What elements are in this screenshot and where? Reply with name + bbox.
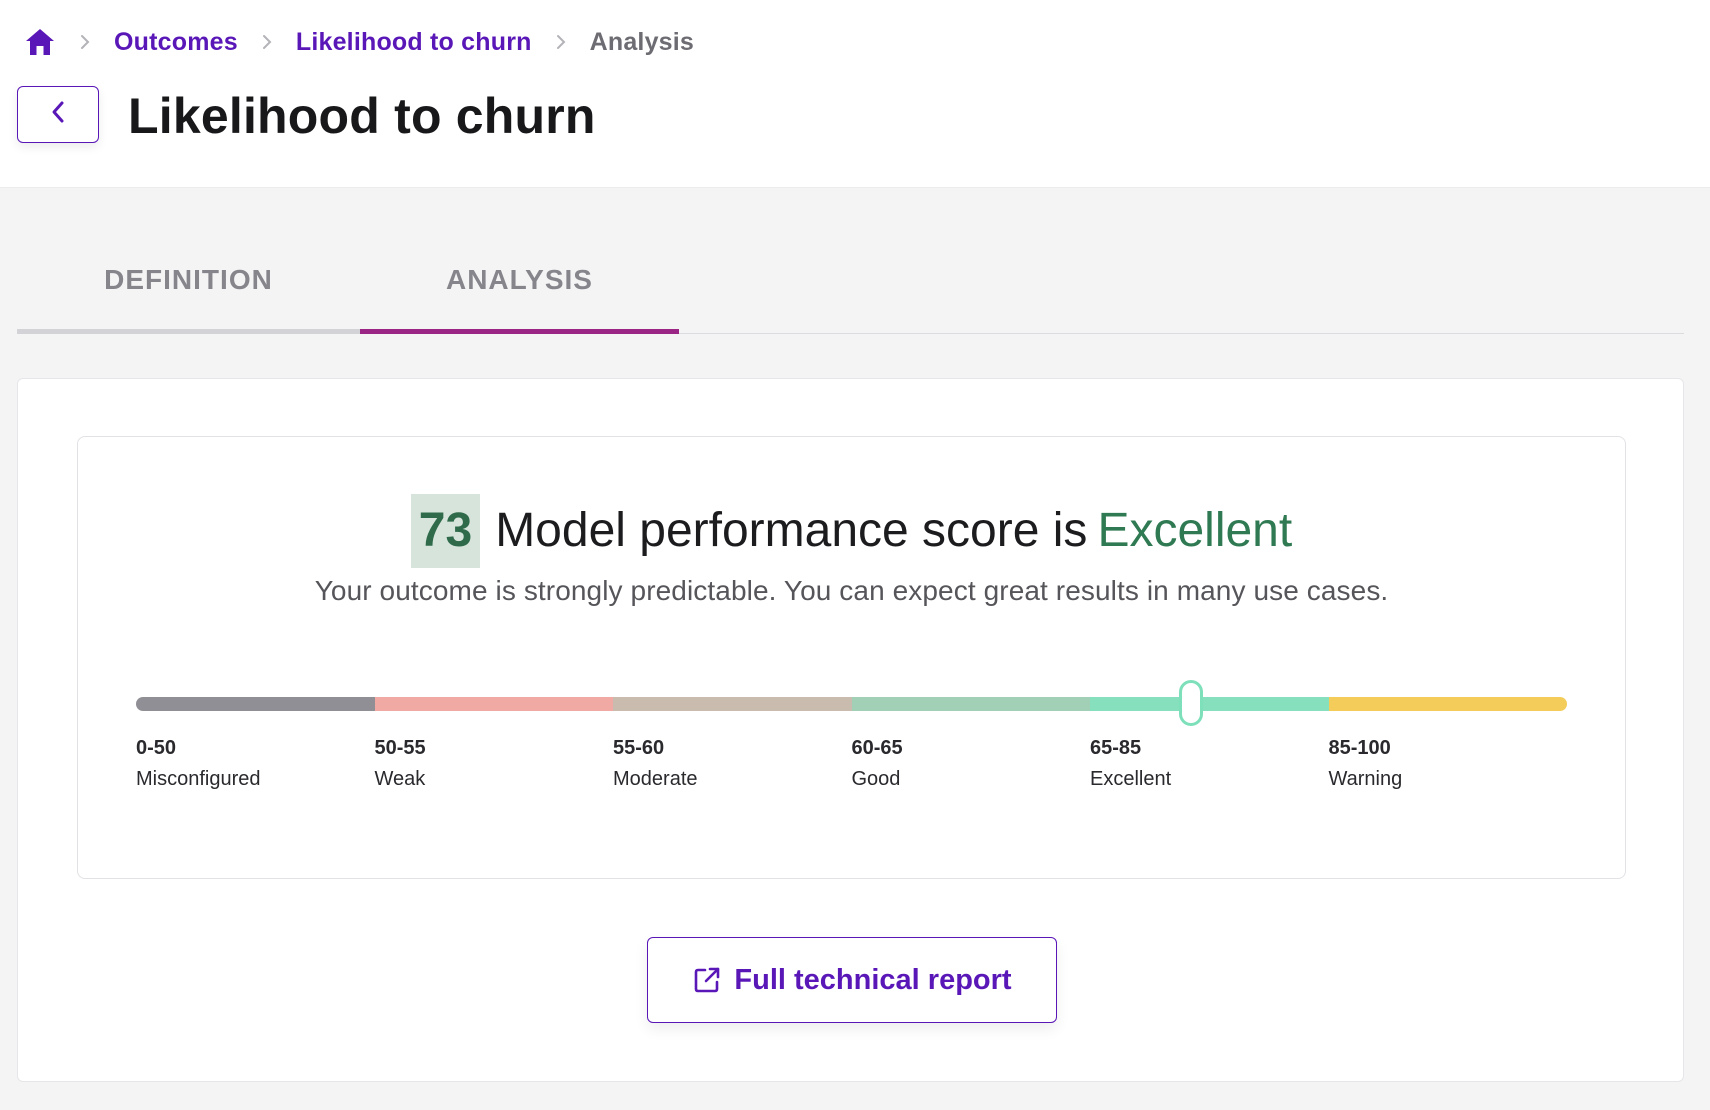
scale-range: 60-65	[851, 737, 903, 759]
scale-label-excellent: 65-85 Excellent	[1090, 737, 1171, 791]
scale-segment-good	[851, 697, 1090, 711]
chevron-right-icon	[56, 34, 114, 50]
score-headline: 73 Model performance score is Excellent	[78, 494, 1625, 568]
top-header: Outcomes Likelihood to churn Analysis Li…	[0, 0, 1710, 188]
scale-name: Misconfigured	[136, 768, 261, 790]
breadcrumb-likelihood-to-churn[interactable]: Likelihood to churn	[295, 27, 532, 56]
scale-range: 65-85	[1090, 737, 1142, 759]
score-scale-bar	[136, 680, 1567, 726]
scale-label-weak: 50-55 Weak	[375, 737, 426, 791]
scale-name: Excellent	[1090, 768, 1172, 790]
scale-name: Moderate	[613, 768, 698, 790]
external-link-icon	[692, 965, 722, 995]
chevron-right-icon	[238, 34, 296, 50]
full-technical-report-button[interactable]: Full technical report	[647, 937, 1057, 1023]
chevron-left-icon	[50, 100, 66, 129]
scale-range: 55-60	[613, 737, 665, 759]
scale-segment-moderate	[613, 697, 852, 711]
scale-segment-misconfigured	[136, 697, 375, 711]
breadcrumb-outcomes[interactable]: Outcomes	[114, 27, 238, 56]
page-title: Likelihood to churn	[128, 88, 596, 144]
scale-name: Warning	[1328, 768, 1403, 790]
score-marker-handle[interactable]	[1178, 680, 1203, 726]
tab-definition[interactable]: DEFINITION	[17, 250, 360, 334]
score-value-badge: 73	[410, 494, 481, 568]
chevron-right-icon	[532, 34, 590, 50]
report-button-label: Full technical report	[734, 963, 1012, 996]
score-card: 73 Model performance score is Excellent …	[77, 436, 1626, 879]
score-scale-labels: 0-50 Misconfigured 50-55 Weak 55-60 Moderate 6…	[136, 737, 1567, 797]
scale-range: 85-100	[1328, 737, 1391, 759]
score-text: Model performance score is	[495, 504, 1088, 557]
scale-segment-warning	[1328, 697, 1567, 711]
scale-label-warning: 85-100 Warning	[1329, 737, 1403, 791]
scale-range: 0-50	[136, 737, 177, 759]
scale-name: Good	[851, 768, 901, 790]
scale-label-misconfigured: 0-50 Misconfigured	[136, 737, 261, 791]
scale-segment-excellent	[1090, 697, 1329, 711]
scale-segment-weak	[374, 697, 613, 711]
home-icon[interactable]	[24, 26, 56, 58]
tab-analysis[interactable]: ANALYSIS	[360, 250, 679, 334]
scale-range: 50-55	[374, 737, 426, 759]
scale-label-good: 60-65 Good	[852, 737, 903, 791]
breadcrumb: Outcomes Likelihood to churn Analysis	[24, 22, 694, 62]
score-rating: Excellent	[1097, 504, 1293, 557]
tab-bar: DEFINITION ANALYSIS	[17, 250, 1684, 334]
scale-name: Weak	[374, 768, 426, 790]
breadcrumb-analysis: Analysis	[589, 27, 695, 56]
back-button[interactable]	[17, 86, 99, 143]
analysis-panel: 73 Model performance score is Excellent …	[17, 378, 1684, 1082]
scale-label-moderate: 55-60 Moderate	[613, 737, 698, 791]
score-description: Your outcome is strongly predictable. Yo…	[314, 575, 1389, 606]
